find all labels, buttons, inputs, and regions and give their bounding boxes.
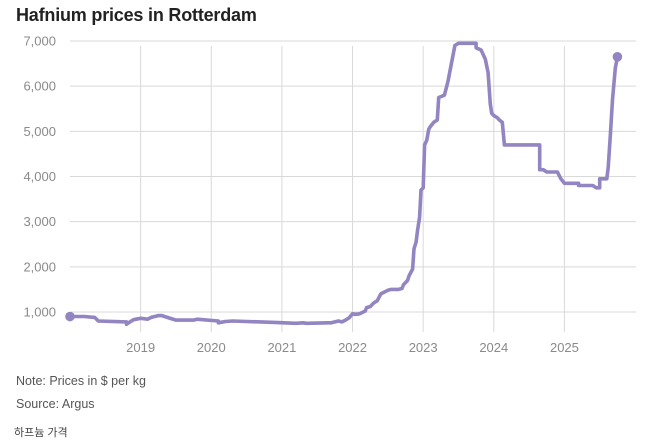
chart-source: Source: Argus bbox=[16, 397, 95, 411]
y-tick-label-2000: 2,000 bbox=[23, 259, 56, 274]
gridlines bbox=[70, 40, 636, 332]
y-tick-label-5000: 5,000 bbox=[23, 124, 56, 139]
x-tick-label-2023: 2023 bbox=[409, 340, 438, 355]
x-tick-label-2022: 2022 bbox=[338, 340, 367, 355]
x-tick-label-2019: 2019 bbox=[126, 340, 155, 355]
tick-labels: 1,000 2,000 3,000 4,000 5,000 6,000 7,000 2019 2… bbox=[23, 34, 578, 356]
series-start-point bbox=[65, 311, 75, 322]
chart-title: Hafnium prices in Rotterdam bbox=[16, 5, 257, 25]
series-line-0 bbox=[68, 41, 620, 327]
y-tick-label-7000: 7,000 bbox=[23, 34, 56, 49]
image-caption: 하프늄 가격 bbox=[14, 427, 68, 439]
y-tick-label-1000: 1,000 bbox=[23, 305, 56, 320]
price-chart: 1,000 2,000 3,000 4,000 5,000 6,000 7,000 2019 2… bbox=[23, 34, 636, 356]
x-tick-label-2021: 2021 bbox=[267, 340, 296, 355]
x-tick-label-2020: 2020 bbox=[197, 340, 226, 355]
y-tick-label-4000: 4,000 bbox=[23, 169, 56, 184]
x-tick-label-2025: 2025 bbox=[550, 340, 579, 355]
series-layer bbox=[65, 41, 623, 327]
chart-note: Note: Prices in $ per kg bbox=[16, 374, 146, 388]
x-tick-label-2024: 2024 bbox=[479, 340, 508, 355]
y-tick-label-6000: 6,000 bbox=[23, 79, 56, 94]
series-end-point bbox=[612, 52, 623, 62]
y-tick-label-3000: 3,000 bbox=[23, 214, 56, 229]
